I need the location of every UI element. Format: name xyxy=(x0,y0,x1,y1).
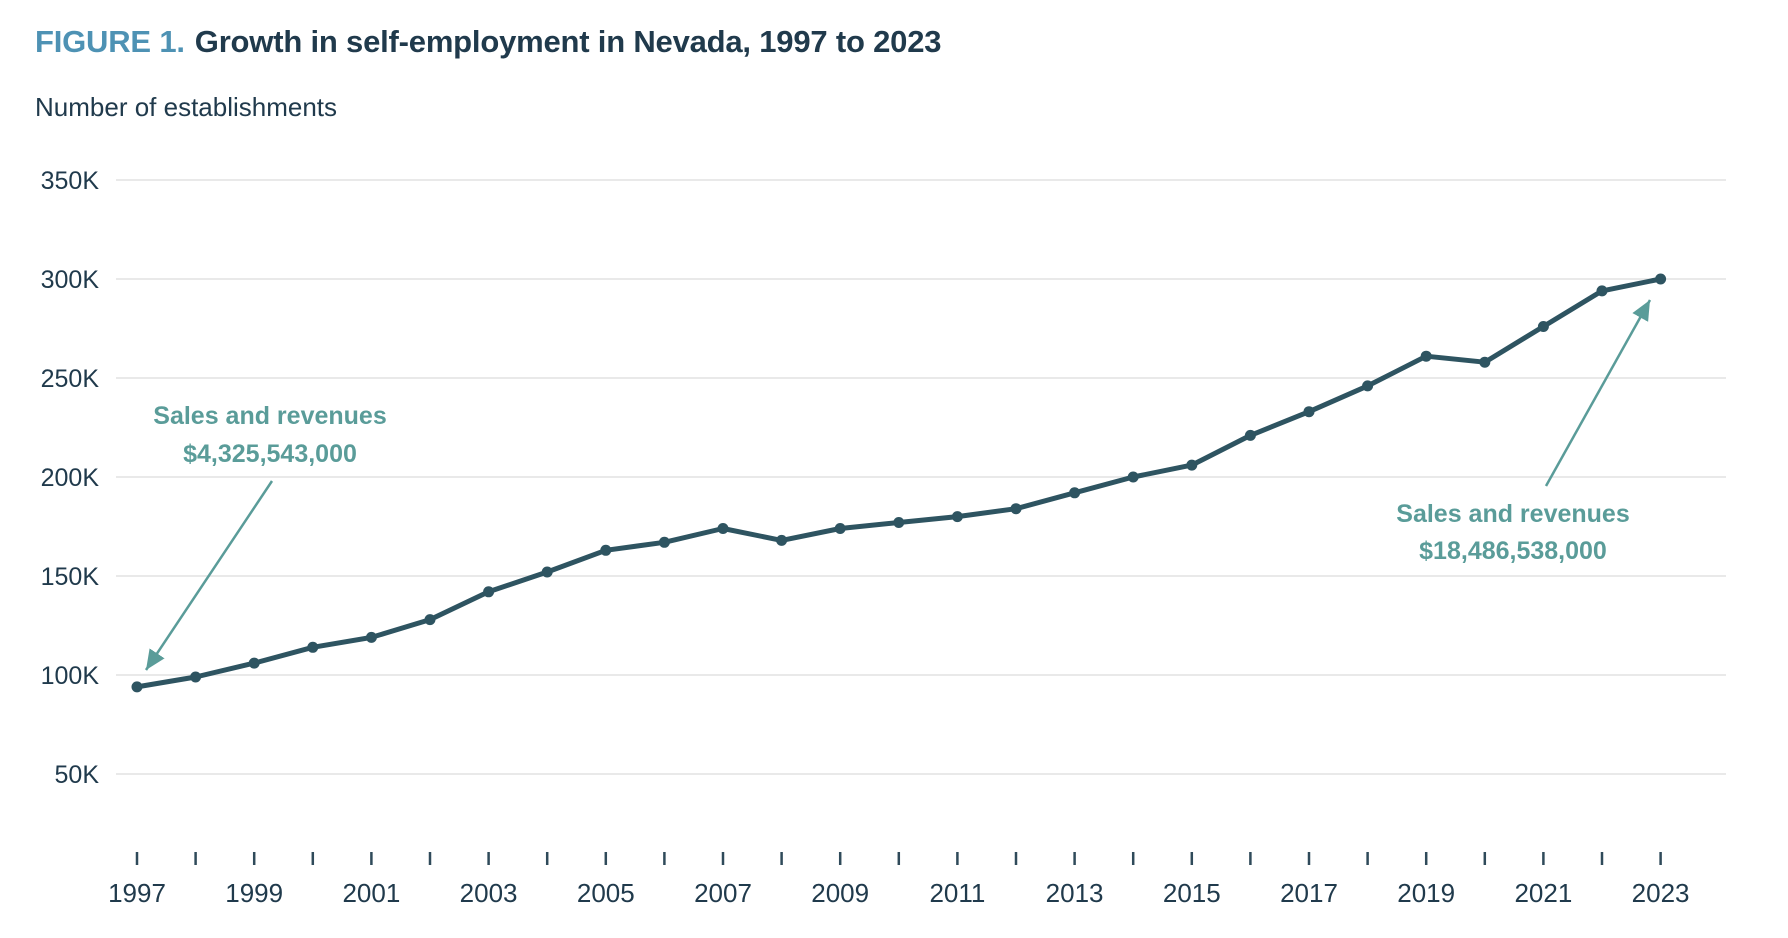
annotation-label: Sales and revenues xyxy=(1396,500,1629,528)
annotation-label: $18,486,538,000 xyxy=(1419,537,1607,565)
page-title: Growth in self-employment in Nevada, 199… xyxy=(194,24,942,59)
x-axis-label: 1997 xyxy=(108,878,166,908)
data-point xyxy=(893,517,905,528)
data-point xyxy=(834,523,846,534)
annotation-arrow xyxy=(144,480,274,671)
data-point xyxy=(424,614,436,626)
x-axis-label: 2011 xyxy=(929,878,985,908)
data-point xyxy=(1655,273,1667,285)
y-axis-label: 200K xyxy=(41,464,100,492)
y-axis-label: 250K xyxy=(41,365,100,393)
x-axis-label: 2023 xyxy=(1632,878,1690,908)
x-axis-label: 2003 xyxy=(460,878,518,908)
y-axis-label: 150K xyxy=(41,563,100,591)
annotation-label: Sales and revenues xyxy=(153,402,386,430)
data-point xyxy=(776,534,788,546)
y-axis-label: 50K xyxy=(55,761,100,789)
data-point xyxy=(248,657,260,669)
data-point xyxy=(717,523,729,534)
data-point xyxy=(1186,459,1198,471)
figure-title: FIGURE 1. Growth in self-employment in Ne… xyxy=(35,24,941,60)
data-point xyxy=(365,631,377,643)
data-point xyxy=(541,566,553,578)
data-point xyxy=(951,511,963,523)
data-point xyxy=(1596,285,1608,297)
y-axis-label: 300K xyxy=(41,266,100,294)
annotation-arrow xyxy=(1544,299,1652,487)
data-point xyxy=(131,681,143,693)
data-point xyxy=(658,536,670,548)
x-axis-label: 2019 xyxy=(1397,878,1455,908)
y-axis-label: 100K xyxy=(41,662,100,690)
x-axis-label: 1999 xyxy=(225,878,283,908)
x-axis-label: 2007 xyxy=(694,878,752,908)
data-point xyxy=(1127,471,1139,483)
data-point xyxy=(1069,487,1081,499)
data-line xyxy=(134,276,1664,690)
x-axis-label: 2001 xyxy=(342,878,400,908)
x-axis-label: 2005 xyxy=(577,878,635,908)
x-axis-label: 2017 xyxy=(1280,878,1338,908)
data-point xyxy=(307,641,319,653)
annotation-label: $4,325,543,000 xyxy=(183,440,357,468)
x-axis-label: 2021 xyxy=(1514,878,1572,908)
x-axis-label: 2015 xyxy=(1163,878,1221,908)
data-point xyxy=(1303,406,1315,418)
data-point xyxy=(1537,321,1549,332)
data-point xyxy=(1420,350,1432,362)
data-point xyxy=(1010,503,1022,515)
x-axis-label: 2013 xyxy=(1046,878,1104,908)
data-point xyxy=(600,544,612,556)
y-axis-label: 350K xyxy=(41,167,100,195)
data-point xyxy=(1244,429,1256,441)
figure-label: FIGURE 1. xyxy=(35,24,185,59)
data-point xyxy=(483,586,495,598)
data-point xyxy=(1479,356,1491,368)
chart-subtitle: Number of establishments xyxy=(35,92,338,122)
x-axis-label: 2009 xyxy=(811,878,869,908)
data-point xyxy=(1362,380,1374,392)
data-point xyxy=(190,671,202,683)
